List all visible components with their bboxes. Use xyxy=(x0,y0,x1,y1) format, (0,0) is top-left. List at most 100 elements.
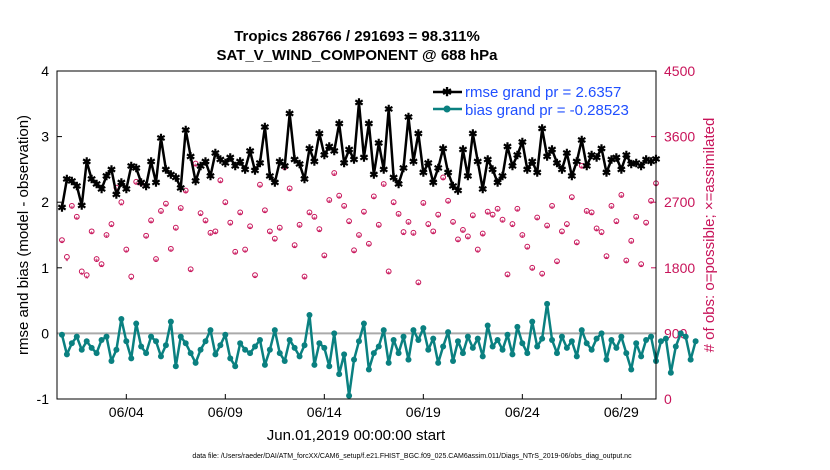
obs-assimilated-point: * xyxy=(580,164,584,174)
obs-assimilated-point: * xyxy=(105,233,109,243)
obs-assimilated-point: * xyxy=(377,223,381,233)
rmse-point: ✱ xyxy=(582,161,591,173)
obs-possible-point xyxy=(217,177,224,184)
bias-point xyxy=(479,353,486,360)
obs-possible-point xyxy=(93,256,100,262)
bias-point xyxy=(172,363,179,370)
legend-rmse-marker: ✱ xyxy=(442,85,452,99)
obs-possible-point xyxy=(430,228,437,235)
obs-assimilated-point: * xyxy=(323,254,327,264)
legend-bias-marker xyxy=(443,105,451,113)
obs-possible-point xyxy=(380,181,387,187)
obs-possible-point xyxy=(554,258,560,265)
rmse-point: ✱ xyxy=(97,184,106,196)
obs-assimilated-point: * xyxy=(347,219,351,229)
bias-point xyxy=(573,353,580,360)
obs-assimilated-point: * xyxy=(476,248,480,258)
bias-point xyxy=(514,323,521,330)
obs-possible-point xyxy=(415,279,422,286)
obs-assimilated-point: * xyxy=(516,207,520,217)
rmse-point: ✱ xyxy=(414,128,423,140)
obs-assimilated-point: * xyxy=(199,211,203,221)
legend-bias-label: bias grand pr = -0.28523 xyxy=(465,102,629,119)
obs-assimilated-point: * xyxy=(258,183,262,193)
bias-point xyxy=(519,340,526,347)
rmse-point: ✱ xyxy=(463,171,472,183)
obs-possible-point xyxy=(514,205,521,212)
obs-assimilated-point: * xyxy=(629,239,633,249)
obs-possible-point xyxy=(163,200,169,207)
x-tick-label: 06/19 xyxy=(406,404,441,420)
bias-point xyxy=(593,335,600,342)
bias-point xyxy=(113,346,120,353)
rmse-point: ✱ xyxy=(513,150,522,162)
obs-assimilated-point: * xyxy=(233,250,237,260)
bias-point xyxy=(469,344,476,351)
bias-point xyxy=(306,312,313,319)
bias-point xyxy=(237,340,244,347)
bias-point xyxy=(138,343,145,350)
bias-point xyxy=(296,353,303,360)
rmse-point: ✱ xyxy=(528,157,537,169)
obs-assimilated-point: * xyxy=(263,208,267,218)
x-axis-label: Jun.01,2019 00:00:00 start xyxy=(267,427,446,444)
bias-point xyxy=(608,336,615,343)
rmse-point: ✱ xyxy=(112,189,121,201)
rmse-point: ✱ xyxy=(374,138,383,150)
rmse-point: ✱ xyxy=(141,181,150,193)
obs-assimilated-point: * xyxy=(451,220,455,230)
rmse-point: ✱ xyxy=(458,145,467,157)
bias-point xyxy=(148,333,155,340)
rmse-point: ✱ xyxy=(627,159,636,171)
obs-assimilated-point: * xyxy=(620,193,624,203)
bias-point xyxy=(682,333,689,340)
rmse-point: ✱ xyxy=(122,184,131,196)
obs-assimilated-point: * xyxy=(481,232,485,242)
obs-assimilated-point: * xyxy=(278,226,282,236)
obs-possible-point xyxy=(197,210,204,217)
bias-point xyxy=(341,351,348,358)
obs-possible-point xyxy=(499,216,506,223)
bias-point xyxy=(247,350,254,357)
bias-point xyxy=(633,340,640,347)
rmse-point: ✱ xyxy=(597,143,606,155)
left-axis-label: rmse and bias (model - observation) xyxy=(15,115,32,355)
bias-point xyxy=(628,366,635,373)
bias-point xyxy=(157,353,164,360)
obs-possible-point xyxy=(504,271,511,278)
obs-possible-point xyxy=(563,221,570,227)
obs-possible-point xyxy=(64,253,70,260)
obs-assimilated-point: * xyxy=(120,201,124,211)
obs-assimilated-point: * xyxy=(555,259,559,269)
left-tick-label: 0 xyxy=(41,325,49,341)
obs-possible-point xyxy=(445,197,451,204)
obs-possible-point xyxy=(648,197,654,204)
right-tick-label: 0 xyxy=(664,391,672,407)
obs-possible-point xyxy=(257,181,263,188)
rmse-point: ✱ xyxy=(151,178,160,190)
bias-point xyxy=(410,327,417,334)
bias-point xyxy=(524,350,531,357)
rmse-point: ✱ xyxy=(473,157,482,169)
bias-point xyxy=(266,346,273,353)
rmse-point: ✱ xyxy=(255,158,264,170)
rmse-point: ✱ xyxy=(161,164,170,176)
obs-assimilated-point: * xyxy=(224,200,228,210)
obs-assimilated-point: * xyxy=(100,262,104,272)
bias-point xyxy=(88,344,95,351)
obs-possible-point xyxy=(148,217,154,224)
obs-possible-point xyxy=(469,212,476,219)
right-tick-label: 3600 xyxy=(664,129,695,145)
obs-possible-point xyxy=(252,272,258,278)
rmse-point: ✱ xyxy=(245,146,254,158)
obs-possible-point xyxy=(628,237,635,244)
rmse-point: ✱ xyxy=(646,157,655,169)
bias-point xyxy=(197,346,204,353)
obs-possible-point xyxy=(341,202,348,209)
obs-possible-point xyxy=(133,178,140,185)
rmse-point: ✱ xyxy=(424,158,433,170)
obs-possible-point xyxy=(544,222,550,229)
obs-assimilated-point: * xyxy=(229,221,233,231)
obs-possible-point xyxy=(222,199,229,206)
rmse-point: ✱ xyxy=(315,128,324,140)
